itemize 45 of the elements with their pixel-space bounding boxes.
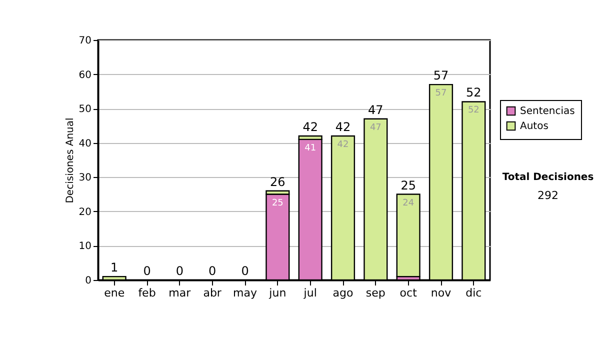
total-label: 57: [433, 68, 449, 83]
x-tick-label: nov: [430, 286, 452, 300]
data-label: 25: [272, 198, 284, 208]
y-tick-label: 60: [78, 70, 92, 81]
total-label: 0: [241, 264, 249, 278]
text: Total Decisiones: [502, 172, 594, 183]
legend-label: Autos: [520, 121, 548, 132]
data-label: 41: [304, 143, 316, 154]
y-axis-title: Decisiones Anual: [64, 118, 76, 204]
y-tick-label: 20: [78, 206, 92, 218]
x-tick-label: feb: [138, 286, 156, 300]
data-label: 47: [370, 122, 382, 133]
legend-label: Sentencias: [520, 106, 575, 117]
x-tick-label: ene: [104, 286, 125, 300]
total-label: 0: [176, 264, 184, 278]
total-label: 52: [466, 86, 482, 100]
data-label: 42: [337, 140, 349, 150]
x-tick-label: jul: [302, 286, 317, 300]
y-tick-label: 70: [78, 36, 92, 46]
total-label: 25: [400, 178, 416, 192]
x-tick-label: abr: [203, 286, 222, 300]
total-label: 0: [208, 264, 216, 278]
y-tick-label: 10: [78, 241, 92, 252]
x-tick-label: oct: [400, 286, 418, 300]
x-tick-label: may: [233, 286, 258, 300]
text: 292: [538, 189, 558, 202]
total-label: 42: [335, 120, 351, 134]
data-label: 52: [468, 106, 480, 116]
data-label: 57: [435, 88, 447, 99]
total-label: 1: [110, 260, 118, 275]
y-tick-label: 0: [85, 276, 92, 286]
y-tick-label: 30: [78, 172, 92, 184]
total-label: 0: [143, 264, 151, 278]
x-tick-label: mar: [168, 286, 192, 300]
x-tick-label: jun: [268, 286, 286, 300]
total-label: 47: [368, 102, 384, 117]
y-tick-label: 40: [78, 138, 92, 150]
bar: [396, 194, 420, 278]
y-tick-label: 50: [78, 104, 92, 116]
total-label: 26: [270, 174, 286, 189]
x-tick-label: dic: [466, 286, 482, 300]
x-tick-label: ago: [332, 286, 354, 300]
x-tick-label: sep: [366, 286, 386, 300]
total-label: 42: [302, 120, 318, 134]
data-label: 24: [402, 198, 414, 208]
